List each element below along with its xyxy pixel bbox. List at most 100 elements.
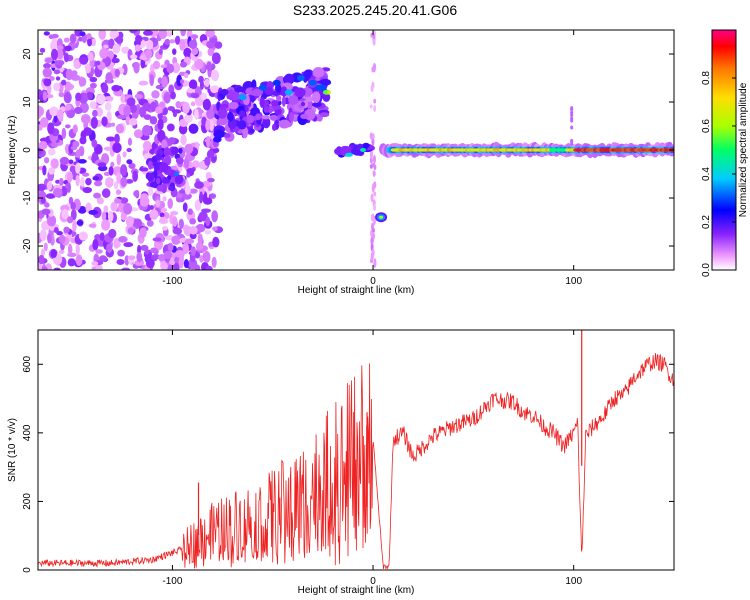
heatmap-cell (319, 112, 330, 118)
heatmap-cell (60, 79, 67, 86)
heatmap-cell (159, 162, 169, 172)
heatmap-cell (61, 208, 69, 220)
heatmap-cell (99, 232, 105, 241)
heatmap-cell (67, 216, 74, 224)
heatmap-cell (373, 258, 377, 268)
heatmap-cell (75, 149, 81, 159)
heatmap-cell (379, 215, 384, 219)
heatmap-cell (169, 257, 176, 266)
heatmap-cell (149, 205, 154, 210)
heatmap-cell (98, 255, 108, 262)
heatmap-cell (220, 88, 229, 96)
heatmap-cell (174, 35, 181, 45)
heatmap-cell (92, 176, 100, 181)
heatmap-cell (126, 147, 132, 153)
heatmap-cell (139, 196, 150, 207)
heatmap-cell (371, 248, 375, 257)
heatmap-cell (88, 209, 99, 215)
snr-line (38, 353, 674, 570)
heatmap-cell (161, 76, 168, 88)
heatmap-cell (180, 30, 187, 37)
heatmap-cell (210, 38, 218, 44)
heatmap-cell (371, 133, 375, 140)
heatmap-cell (211, 256, 217, 268)
heatmap-cell (194, 108, 199, 121)
heatmap-cell (120, 197, 129, 204)
heatmap-cell (149, 116, 158, 125)
heatmap-cell (194, 199, 202, 211)
heatmap-cell (159, 216, 168, 224)
heatmap-cell (64, 124, 71, 129)
heatmap-cell (120, 176, 128, 188)
heatmap-cell (52, 187, 63, 198)
y-tick-label: 0 (22, 567, 33, 573)
heatmap-cell (173, 261, 180, 270)
heatmap-cell (97, 162, 107, 168)
heatmap-cell (173, 172, 179, 176)
heatmap-cell (184, 113, 193, 123)
heatmap-cell (72, 124, 78, 134)
heatmap-cell (264, 87, 274, 96)
heatmap-cell (106, 243, 113, 254)
heatmap-cell (211, 52, 221, 65)
heatmap-cell (138, 167, 149, 172)
heatmap-cell (205, 30, 215, 38)
heatmap-cell (128, 162, 136, 170)
heatmap-cell (142, 125, 152, 137)
colorbar-axes: 0.0 0.2 0.4 0.6 0.8 (701, 29, 737, 277)
heatmap-cell (176, 74, 183, 87)
heatmap-cell (114, 198, 122, 204)
heatmap-cell (271, 99, 279, 107)
y-tick-label: -20 (22, 238, 33, 253)
heatmap-cell (111, 84, 121, 92)
heatmap-cell (58, 234, 66, 244)
heatmap-cell (238, 94, 247, 101)
heatmap-cell (283, 73, 295, 85)
heatmap-cell (189, 188, 198, 194)
heatmap-cell (188, 79, 198, 90)
heatmap-cell (167, 198, 174, 209)
heatmap-cell (188, 123, 199, 134)
heatmap-cell (237, 120, 247, 130)
heatmap-cell (296, 75, 305, 81)
heatmap-cell (242, 126, 248, 139)
heatmap-cell (147, 160, 153, 170)
heatmap-cell (104, 96, 114, 102)
heatmap-cell (53, 82, 61, 92)
heatmap-cell (180, 134, 187, 146)
heatmap-cell (63, 92, 72, 104)
heatmap-cell (45, 193, 56, 199)
heatmap-cell (308, 79, 317, 86)
heatmap-cell (85, 63, 91, 74)
heatmap-cell (82, 172, 90, 177)
heatmap-cell (155, 153, 162, 161)
heatmap-cell (43, 157, 50, 164)
heatmap-cell (121, 46, 130, 54)
heatmap-cell (93, 192, 101, 199)
heatmap-cell (570, 141, 574, 146)
heatmap-cell (183, 259, 189, 269)
heatmap-cell (278, 119, 291, 129)
heatmap-cell (126, 159, 133, 165)
heatmap-cell (120, 164, 128, 177)
heatmap-cell (369, 164, 373, 169)
heatmap-cell (138, 80, 149, 86)
heatmap-cell (136, 252, 143, 263)
heatmap-cell (47, 148, 56, 156)
heatmap-cell (101, 83, 109, 94)
heatmap-cell (178, 147, 183, 154)
heatmap-cell (156, 177, 161, 185)
heatmap-cell (201, 208, 212, 213)
colorbar-tick-label: 0.6 (701, 119, 712, 133)
heatmap-cell (58, 249, 65, 255)
heatmap-cell (144, 49, 153, 59)
heatmap-cell (171, 62, 181, 74)
heatmap-cell (48, 167, 55, 175)
heatmap-cell (136, 244, 142, 255)
heatmap-cell (158, 48, 163, 55)
x-tick-label: 0 (370, 576, 376, 587)
heatmap-cell (272, 79, 281, 86)
heatmap-cell (129, 104, 137, 114)
heatmap-cell (203, 251, 211, 263)
